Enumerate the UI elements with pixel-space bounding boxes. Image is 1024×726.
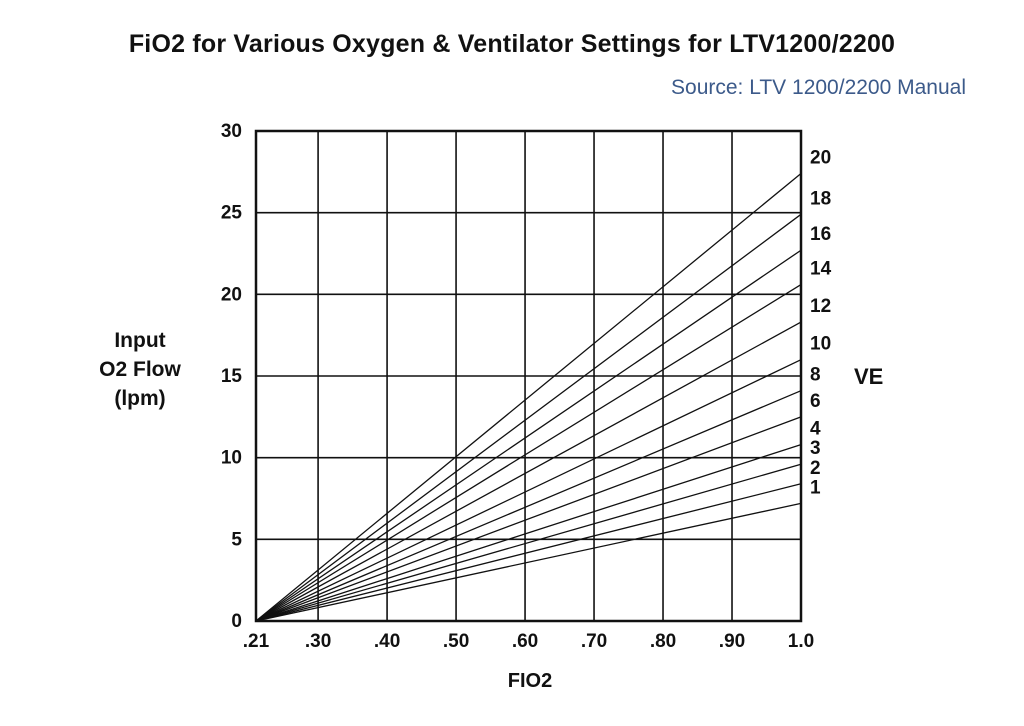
y-axis-label-line-1: Input [114,329,166,352]
series-line-ve-14 [255,283,802,622]
series-line-ve-1 [255,502,802,622]
y-tick-label: 25 [221,203,243,224]
y-axis-label-line-3: (lpm) [114,387,166,410]
series-line-ve-12 [255,321,802,622]
y-tick-label: 20 [221,284,242,305]
ve-label-16: 16 [810,224,831,245]
y-tick-label: 30 [221,121,242,142]
x-tick-label: .90 [719,631,745,652]
x-tick-label: 1.0 [788,631,814,652]
ve-label-6: 6 [810,391,821,412]
ve-label-2: 2 [810,458,821,479]
x-tick-label: .60 [512,631,538,652]
series-line-ve-6 [255,416,802,622]
series-line-ve-4 [255,443,802,622]
series-line-ve-18 [255,213,802,622]
ve-label-18: 18 [810,188,831,209]
series-line-ve-10 [255,359,802,622]
ve-label-3: 3 [810,438,821,459]
ve-label-10: 10 [810,334,831,355]
x-tick-label: .30 [305,631,331,652]
chart-source: Source: LTV 1200/2200 Manual [671,76,966,99]
chart-title: FiO2 for Various Oxygen & Ventilator Set… [128,30,896,58]
y-tick-label: 5 [231,529,242,550]
ve-label-4: 4 [810,419,821,440]
ve-label-12: 12 [810,296,831,317]
y-axis-label-line-2: O2 Flow [99,358,181,381]
series-line-ve-3 [255,463,802,622]
plot-frame [254,129,803,623]
ve-label-8: 8 [810,365,821,386]
ve-label-14: 14 [810,259,832,280]
ve-label-1: 1 [810,477,821,498]
y-tick-label: 15 [221,366,243,387]
y-axis-label: Input O2 Flow (lpm) [80,326,200,413]
ve-label-20: 20 [810,147,831,168]
series-line-ve-16 [255,249,802,622]
x-tick-label: .70 [581,631,607,652]
x-axis-label: FIO2 [507,670,553,692]
y-tick-label: 0 [231,611,242,632]
ve-axis-label: VE [854,364,884,389]
series-line-ve-20 [255,172,802,622]
series-line-ve-8 [255,390,802,622]
y-tick-label: 10 [221,448,242,469]
x-tick-label: .50 [443,631,469,652]
x-tick-label: .21 [243,631,270,652]
x-tick-label: .80 [650,631,676,652]
x-tick-label: .40 [374,631,400,652]
series-line-ve-2 [255,483,802,622]
